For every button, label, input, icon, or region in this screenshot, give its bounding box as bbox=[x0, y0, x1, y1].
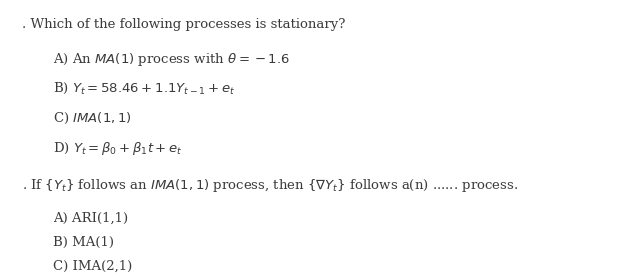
Text: . If $\{Y_t\}$ follows an $IMA(1, 1)$ process, then $\{\nabla Y_t\}$ follows a(n: . If $\{Y_t\}$ follows an $IMA(1, 1)$ pr… bbox=[22, 177, 518, 194]
Text: D) $Y_t = \beta_0 + \beta_1 t + e_t$: D) $Y_t = \beta_0 + \beta_1 t + e_t$ bbox=[53, 140, 183, 157]
Text: A) ARI(1,1): A) ARI(1,1) bbox=[53, 212, 128, 225]
Text: B) MA(1): B) MA(1) bbox=[53, 236, 114, 249]
Text: C) IMA(2,1): C) IMA(2,1) bbox=[53, 260, 132, 273]
Text: B) $Y_t = 58.46 + 1.1Y_{t-1} + e_t$: B) $Y_t = 58.46 + 1.1Y_{t-1} + e_t$ bbox=[53, 81, 236, 96]
Text: A) An $MA(1)$ process with $\theta = -1.6$: A) An $MA(1)$ process with $\theta = -1.… bbox=[53, 51, 290, 68]
Text: C) $IMA(1,1)$: C) $IMA(1,1)$ bbox=[53, 111, 132, 126]
Text: . Which of the following processes is stationary?: . Which of the following processes is st… bbox=[22, 18, 345, 31]
